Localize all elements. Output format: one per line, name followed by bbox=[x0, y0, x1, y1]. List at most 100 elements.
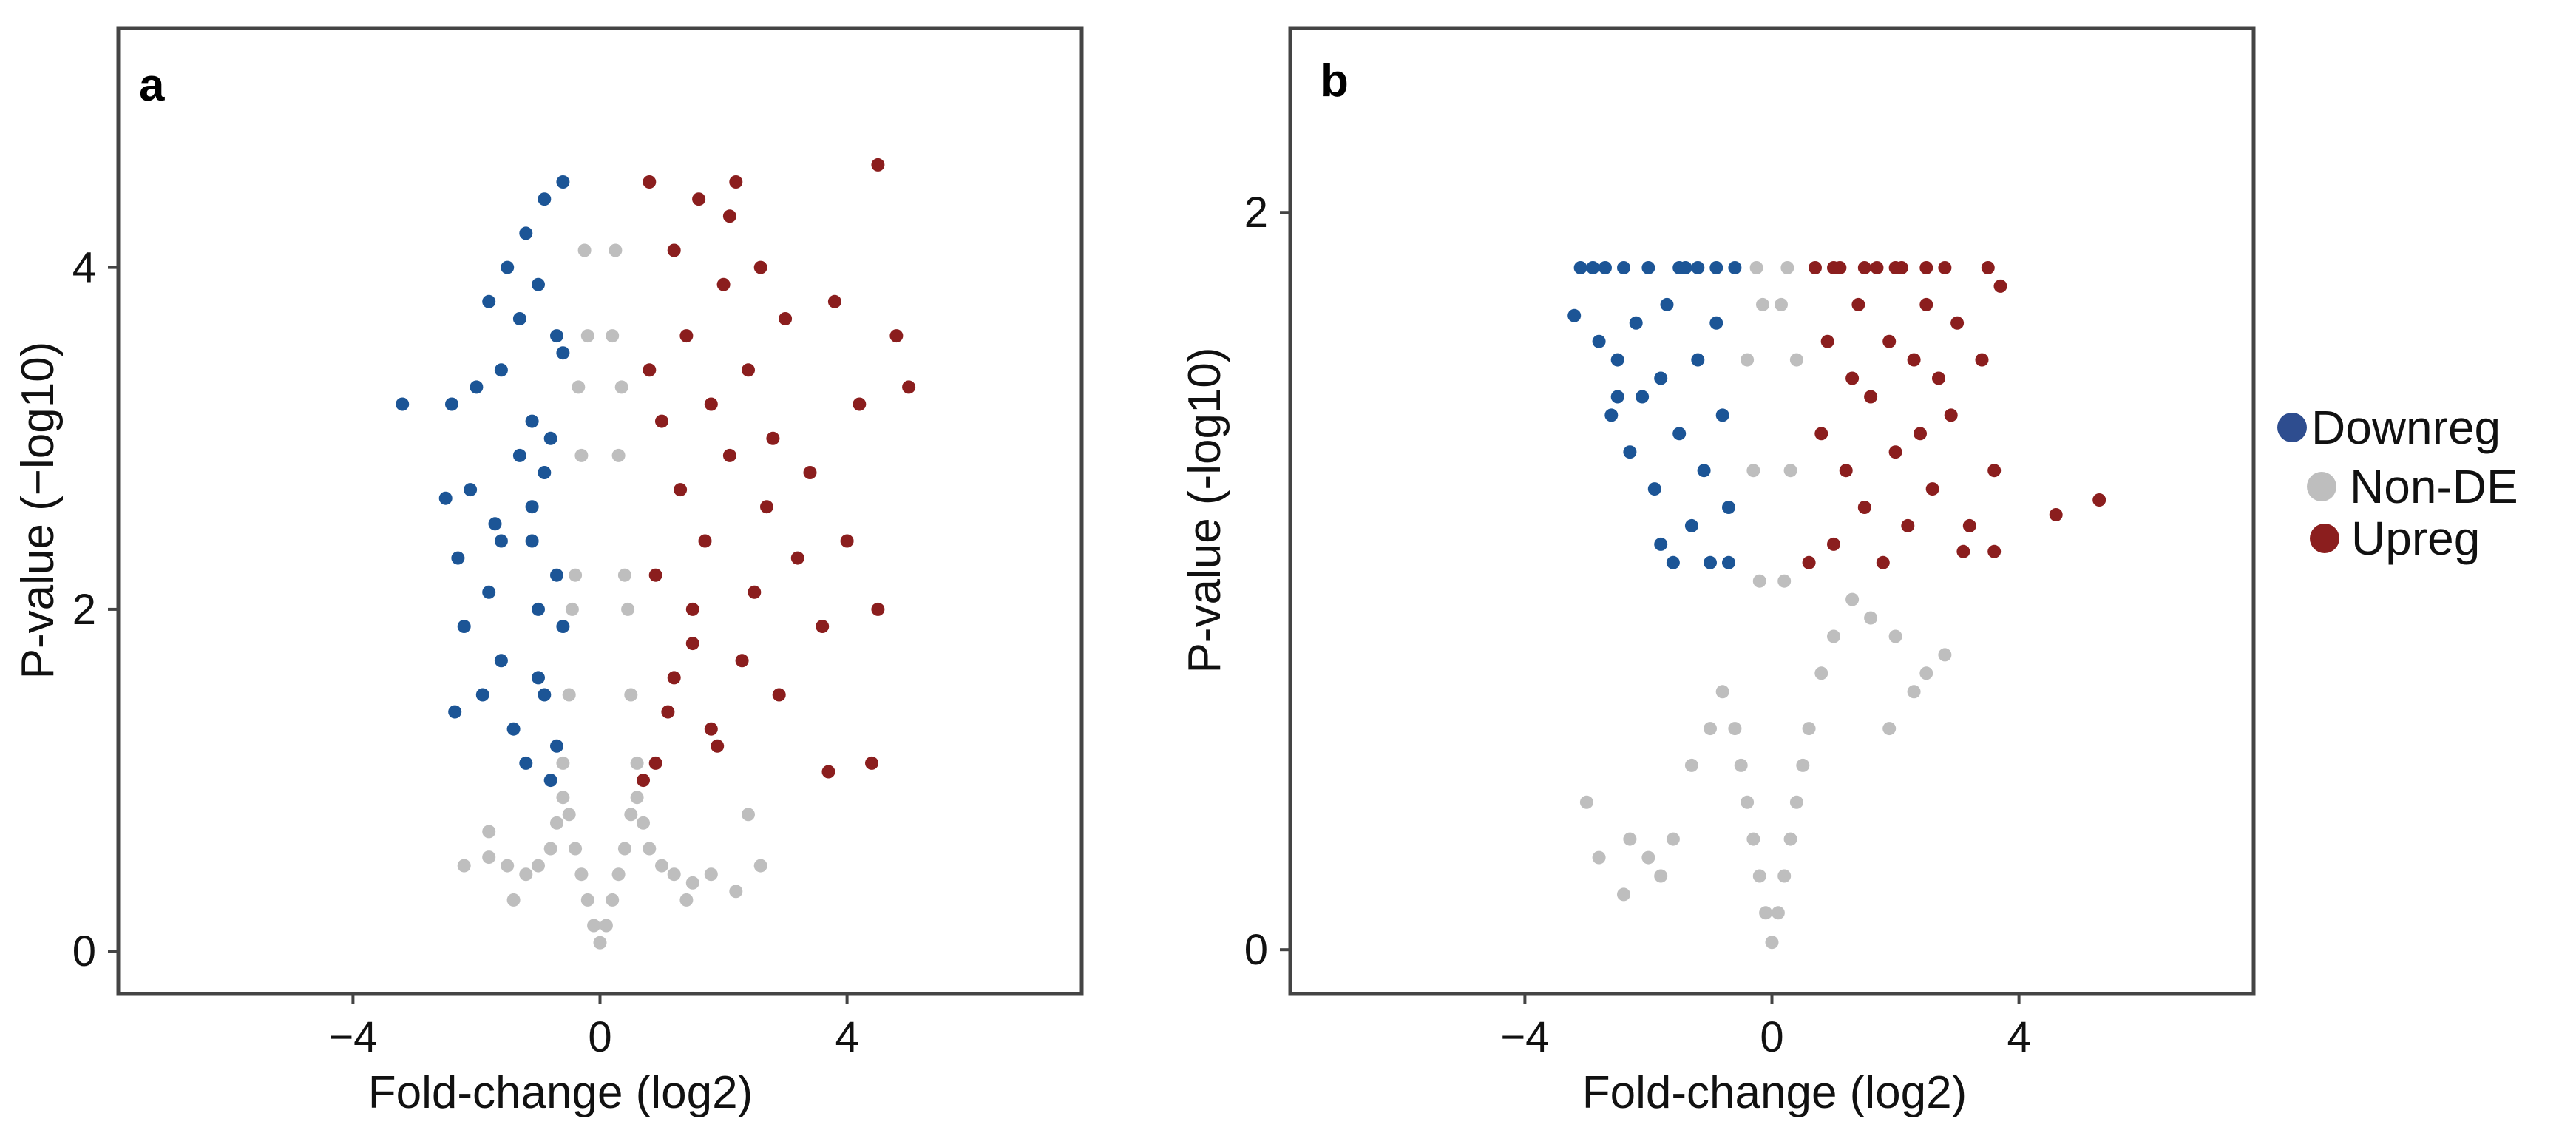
point-non-de bbox=[506, 893, 521, 907]
point-upreg bbox=[1839, 464, 1853, 478]
point-non-de bbox=[1749, 261, 1763, 274]
point-upreg bbox=[821, 765, 835, 779]
point-upreg bbox=[871, 158, 885, 172]
x-tick-label: 0 bbox=[1760, 1013, 1783, 1061]
point-non-de bbox=[1746, 464, 1760, 478]
point-non-de bbox=[532, 859, 545, 873]
point-downreg bbox=[1684, 518, 1698, 532]
point-downreg bbox=[532, 671, 545, 685]
legend-label-upreg: Upreg bbox=[2351, 512, 2480, 565]
point-non-de bbox=[667, 867, 681, 882]
point-upreg bbox=[1919, 261, 1933, 274]
point-upreg bbox=[692, 192, 706, 206]
point-non-de bbox=[1728, 722, 1742, 736]
point-non-de bbox=[1783, 832, 1797, 846]
point-upreg bbox=[1950, 316, 1965, 330]
point-upreg bbox=[711, 739, 725, 753]
x-tick-label: 4 bbox=[2007, 1013, 2030, 1061]
point-upreg bbox=[722, 209, 736, 223]
point-upreg bbox=[1944, 408, 1958, 422]
point-downreg bbox=[1636, 390, 1650, 404]
point-upreg bbox=[1857, 501, 1871, 514]
point-upreg bbox=[1888, 445, 1902, 459]
point-downreg bbox=[525, 534, 539, 548]
point-non-de bbox=[637, 816, 650, 830]
point-downreg bbox=[457, 620, 471, 633]
point-downreg bbox=[1647, 482, 1661, 496]
point-upreg bbox=[698, 534, 712, 548]
point-upreg bbox=[729, 175, 743, 189]
point-upreg bbox=[1987, 544, 2002, 558]
point-upreg bbox=[1919, 297, 1933, 311]
point-non-de bbox=[565, 602, 579, 616]
legend: Downreg Non-DE Upreg bbox=[2277, 401, 2518, 565]
panel-a-label: a bbox=[139, 60, 165, 111]
point-non-de bbox=[1741, 353, 1755, 367]
point-non-de bbox=[679, 893, 694, 907]
point-non-de bbox=[1654, 869, 1668, 883]
point-downreg bbox=[1704, 555, 1717, 569]
point-non-de bbox=[1641, 850, 1655, 865]
y-tick-label: 2 bbox=[72, 586, 96, 634]
point-upreg bbox=[1870, 261, 1884, 274]
point-downreg bbox=[1623, 445, 1637, 459]
point-upreg bbox=[704, 722, 718, 736]
point-non-de bbox=[1775, 297, 1788, 311]
point-downreg bbox=[1567, 308, 1582, 322]
y-tick-label: 0 bbox=[72, 927, 96, 975]
point-upreg bbox=[1888, 261, 1902, 274]
point-downreg bbox=[556, 175, 570, 189]
point-upreg bbox=[1981, 261, 1995, 274]
point-non-de bbox=[1771, 906, 1785, 920]
point-upreg bbox=[1827, 537, 1840, 551]
point-non-de bbox=[614, 380, 628, 394]
point-downreg bbox=[1629, 316, 1643, 330]
point-upreg bbox=[760, 500, 773, 514]
point-downreg bbox=[519, 756, 533, 770]
point-non-de bbox=[617, 842, 631, 856]
point-non-de bbox=[587, 919, 601, 933]
panel-b-y-ticks: 02 bbox=[1244, 189, 1290, 974]
point-upreg bbox=[871, 602, 885, 616]
point-downreg bbox=[538, 192, 552, 206]
panel-a-y-axis-title: P-value (−log10) bbox=[13, 342, 64, 680]
point-upreg bbox=[2049, 508, 2063, 521]
panel-a-x-axis-title: Fold-change (log2) bbox=[368, 1067, 753, 1118]
point-downreg bbox=[525, 500, 539, 514]
point-upreg bbox=[1938, 261, 1952, 274]
point-non-de bbox=[599, 919, 613, 933]
point-non-de bbox=[572, 380, 586, 394]
point-non-de bbox=[1704, 722, 1717, 736]
panel-b-frame bbox=[1288, 26, 2256, 996]
point-downreg bbox=[1666, 555, 1680, 569]
point-upreg bbox=[648, 756, 662, 770]
point-upreg bbox=[840, 534, 854, 548]
point-upreg bbox=[865, 756, 878, 770]
point-non-de bbox=[580, 893, 594, 907]
point-downreg bbox=[1728, 261, 1742, 274]
point-non-de bbox=[643, 842, 657, 856]
point-non-de bbox=[1780, 261, 1794, 274]
point-upreg bbox=[816, 620, 830, 633]
point-non-de bbox=[1827, 629, 1840, 643]
point-upreg bbox=[679, 329, 694, 343]
point-upreg bbox=[1956, 544, 1970, 558]
point-upreg bbox=[902, 380, 916, 394]
point-upreg bbox=[643, 363, 657, 377]
point-downreg bbox=[1715, 408, 1729, 422]
point-non-de bbox=[1765, 936, 1779, 950]
point-non-de bbox=[609, 243, 623, 257]
point-upreg bbox=[1914, 427, 1927, 441]
point-downreg bbox=[1691, 261, 1705, 274]
panel-a-points bbox=[396, 158, 916, 950]
point-non-de bbox=[1777, 574, 1792, 588]
point-non-de bbox=[611, 867, 626, 882]
point-non-de bbox=[593, 936, 607, 950]
panel-b-points bbox=[1567, 261, 2106, 950]
point-upreg bbox=[735, 654, 749, 668]
point-non-de bbox=[742, 808, 755, 822]
point-non-de bbox=[577, 243, 592, 257]
point-upreg bbox=[803, 466, 817, 479]
point-non-de bbox=[1864, 611, 1878, 625]
point-downreg bbox=[1573, 261, 1587, 274]
